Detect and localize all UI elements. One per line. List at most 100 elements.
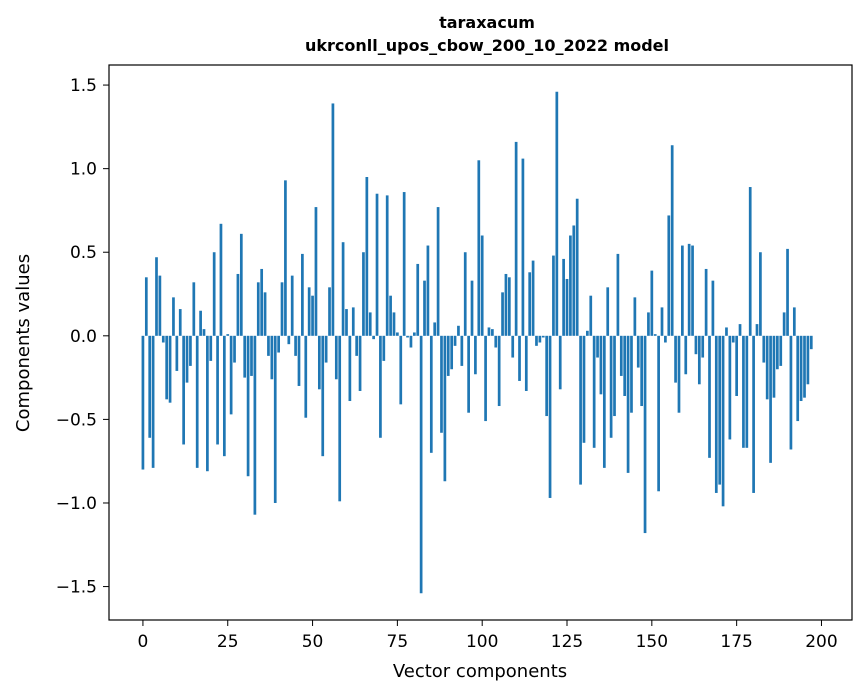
bar <box>426 245 430 336</box>
bar <box>182 335 185 445</box>
bar <box>569 235 572 336</box>
bar <box>202 329 206 336</box>
x-tick-label: 200 <box>805 632 837 652</box>
bar <box>714 335 718 493</box>
bar <box>677 335 681 413</box>
bar <box>229 335 233 415</box>
bar <box>657 335 660 492</box>
bar <box>484 335 487 422</box>
bar <box>331 103 335 336</box>
bar <box>311 295 314 336</box>
bar <box>755 324 759 336</box>
bar <box>301 253 304 336</box>
bar <box>528 272 532 336</box>
bar <box>172 297 175 336</box>
bar <box>372 335 375 340</box>
bar <box>460 335 464 366</box>
bar <box>684 335 688 375</box>
bar <box>789 335 793 450</box>
bar <box>209 335 213 361</box>
bar <box>392 312 396 336</box>
bar <box>806 335 810 385</box>
bar <box>178 309 182 336</box>
bar <box>189 335 192 366</box>
bar <box>633 297 637 336</box>
bar <box>626 335 630 473</box>
bar <box>314 207 318 336</box>
bar <box>735 335 738 396</box>
bar <box>192 282 196 336</box>
bar <box>144 277 148 336</box>
bar <box>260 268 264 336</box>
bar <box>552 255 555 336</box>
x-tick-label: 100 <box>466 632 498 652</box>
bar <box>562 258 565 336</box>
bar <box>524 335 528 391</box>
bar <box>185 335 189 383</box>
bar <box>199 310 202 336</box>
bar <box>782 312 786 336</box>
bar <box>776 335 779 370</box>
bar <box>341 242 345 336</box>
bar <box>477 160 481 336</box>
bar <box>799 335 803 402</box>
bar <box>165 335 169 400</box>
bar <box>623 335 627 396</box>
bar <box>433 322 437 336</box>
bar <box>602 335 606 468</box>
bar <box>358 335 362 391</box>
x-tick-label: 150 <box>636 632 668 652</box>
bar <box>151 335 155 468</box>
bar <box>239 233 243 336</box>
bar <box>256 282 260 336</box>
bar <box>786 248 789 336</box>
bar <box>280 282 284 336</box>
plot-area-frame <box>108 64 853 621</box>
bar <box>650 270 654 336</box>
bar <box>548 335 552 498</box>
bar <box>474 335 477 375</box>
bar <box>538 335 542 343</box>
bar <box>504 273 508 336</box>
bar <box>412 332 416 336</box>
x-tick-label: 50 <box>302 632 324 652</box>
bar <box>470 280 474 336</box>
y-tick-label: 0.5 <box>70 243 97 263</box>
bar <box>535 335 538 346</box>
bar <box>545 335 549 417</box>
bar <box>555 91 559 336</box>
bar <box>745 335 749 448</box>
bar <box>351 307 355 336</box>
bar <box>541 335 545 338</box>
bar <box>287 335 291 345</box>
bars-group <box>141 91 813 594</box>
bar <box>297 335 301 386</box>
bar <box>402 192 406 336</box>
bar <box>290 275 294 336</box>
bar <box>575 198 579 336</box>
bar <box>375 193 379 336</box>
bar <box>396 332 399 336</box>
bar <box>643 335 647 534</box>
bar <box>647 312 650 336</box>
bar <box>457 325 460 336</box>
bar <box>467 335 470 413</box>
bar <box>365 177 369 336</box>
bar <box>453 335 457 346</box>
bar <box>195 335 199 468</box>
bar <box>742 335 745 448</box>
bar <box>304 335 308 418</box>
bar <box>216 335 219 445</box>
bar <box>161 335 165 343</box>
bar <box>521 158 525 336</box>
bar <box>263 292 267 336</box>
bar <box>708 335 711 458</box>
bar <box>681 245 684 336</box>
x-tick-label: 125 <box>551 632 583 652</box>
bar <box>348 335 352 402</box>
bar <box>721 335 725 507</box>
bar <box>599 335 603 395</box>
bar <box>630 335 633 413</box>
bar <box>294 335 297 356</box>
bar <box>416 263 420 336</box>
